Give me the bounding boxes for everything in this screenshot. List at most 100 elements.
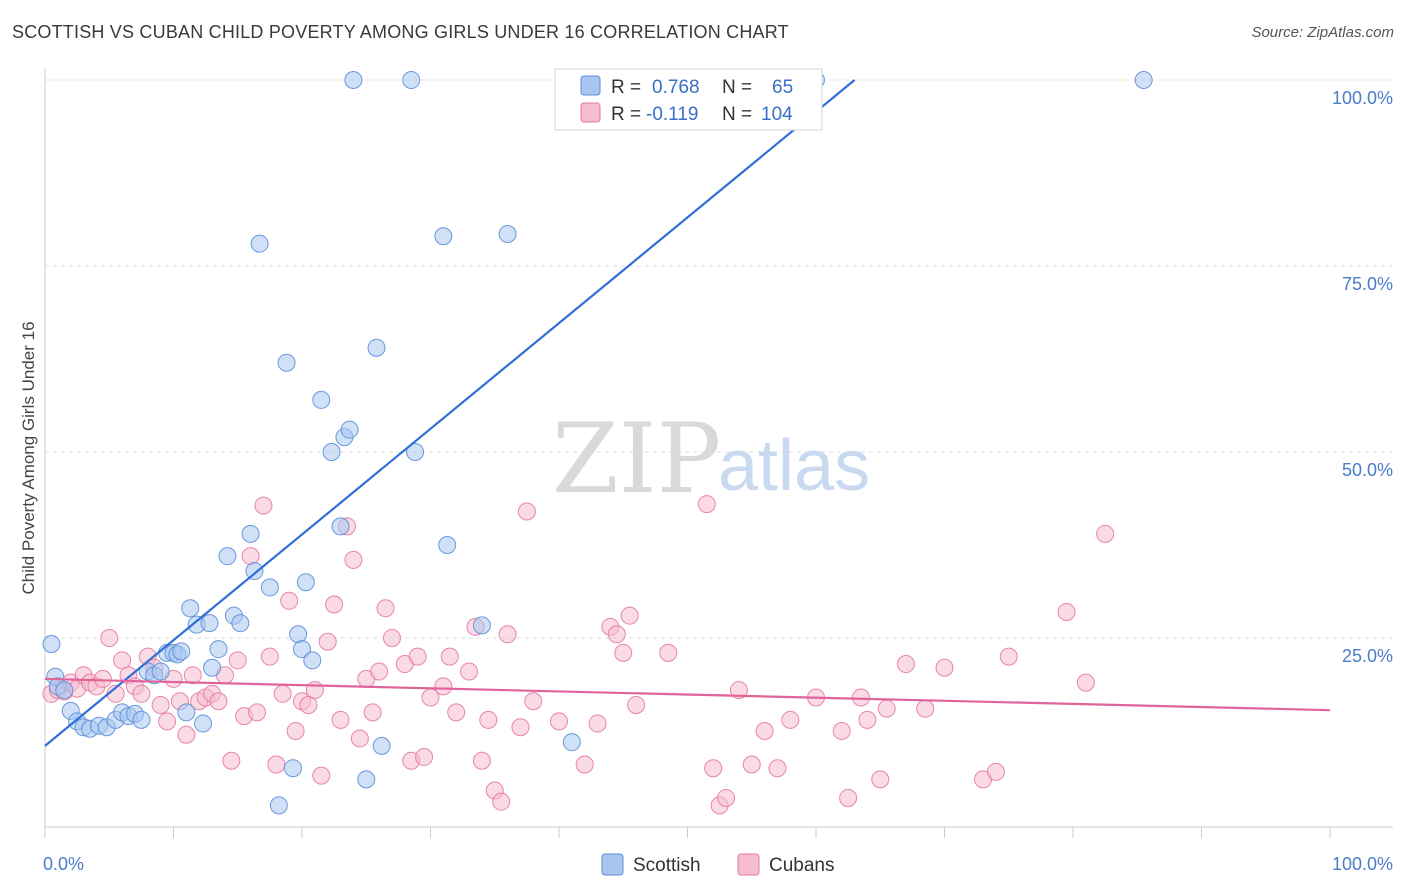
cubans-point-84 bbox=[717, 788, 736, 807]
x-tick-label-min: 0.0% bbox=[43, 854, 84, 874]
watermark-atlas: atlas bbox=[718, 426, 870, 506]
scottish-point-23 bbox=[181, 599, 200, 618]
bottom-legend-swatch-scottish bbox=[601, 853, 624, 876]
correlation-legend: R = 0.768 N = 65 R = -0.119 N = 104 bbox=[554, 68, 823, 131]
legend-n-value-scottish: 65 bbox=[772, 77, 793, 98]
cubans-point-100 bbox=[986, 762, 1005, 781]
cubans-point-57 bbox=[415, 748, 434, 767]
cubans-point-96 bbox=[896, 655, 915, 674]
scottish-point-45 bbox=[331, 517, 350, 536]
trend-lines bbox=[44, 79, 1331, 747]
cubans-point-32 bbox=[248, 703, 267, 722]
legend-n-label-cubans: N = bbox=[722, 104, 752, 125]
cubans-point-26 bbox=[209, 692, 228, 711]
cubans-point-38 bbox=[286, 722, 305, 740]
x-tick-label-max: 100.0% bbox=[1332, 854, 1393, 874]
cubans-point-98 bbox=[935, 658, 954, 677]
cubans-point-69 bbox=[511, 718, 530, 737]
cubans-point-51 bbox=[370, 662, 389, 681]
legend-swatch-scottish bbox=[580, 75, 601, 96]
cubans-point-36 bbox=[273, 684, 292, 703]
scottish-point-50 bbox=[367, 338, 386, 357]
cubans-point-67 bbox=[492, 792, 511, 811]
scottish-trend-line bbox=[44, 79, 856, 747]
cubans-point-40 bbox=[299, 695, 318, 714]
cubans-point-105 bbox=[877, 699, 896, 718]
cubans-point-35 bbox=[267, 755, 286, 774]
scottish-point-38 bbox=[284, 759, 303, 778]
bottom-legend-swatch-cubans bbox=[737, 853, 760, 876]
scottish-point-27 bbox=[203, 658, 222, 677]
cubans-point-45 bbox=[331, 710, 350, 729]
cubans-point-74 bbox=[588, 714, 607, 733]
cubans-point-86 bbox=[742, 755, 761, 774]
y-tick-label-50: 50.0% bbox=[1342, 460, 1393, 480]
y-tick-labels: 25.0% 50.0% 75.0% 100.0% bbox=[1332, 88, 1393, 666]
cubans-point-92 bbox=[839, 788, 858, 807]
scottish-point-54 bbox=[434, 227, 453, 246]
legend-n-label-scottish: N = bbox=[722, 77, 752, 98]
cubans-point-70 bbox=[517, 502, 536, 521]
cubans-point-103 bbox=[1076, 673, 1095, 692]
scottish-point-33 bbox=[245, 562, 264, 581]
cubans-point-42 bbox=[312, 766, 331, 785]
chart-title: SCOTTISH VS CUBAN CHILD POVERTY AMONG GI… bbox=[12, 22, 789, 42]
cubans-point-50 bbox=[363, 703, 382, 722]
series-cubans bbox=[42, 495, 1115, 815]
legend-r-value-scottish: 0.768 bbox=[652, 77, 700, 98]
scottish-point-52 bbox=[402, 71, 421, 89]
cubans-point-52 bbox=[376, 599, 395, 618]
scottish-point-36 bbox=[269, 796, 288, 815]
cubans-point-11 bbox=[113, 651, 132, 670]
scottish-point-47 bbox=[340, 420, 359, 439]
legend-r-value-cubans: -0.119 bbox=[646, 104, 698, 125]
legend-r-label-scottish: R = bbox=[611, 77, 641, 98]
cubans-point-72 bbox=[550, 712, 568, 731]
x-ticks bbox=[44, 827, 1331, 838]
cubans-point-48 bbox=[350, 729, 369, 748]
cubans-point-33 bbox=[254, 496, 273, 515]
cubans-point-9 bbox=[100, 629, 119, 647]
scottish-point-63 bbox=[1134, 71, 1153, 89]
bottom-legend-label-scottish: Scottish bbox=[633, 855, 701, 876]
cubans-point-73 bbox=[575, 755, 594, 774]
scottish-point-21 bbox=[172, 642, 191, 661]
cubans-point-43 bbox=[318, 632, 337, 651]
cubans-point-31 bbox=[241, 547, 260, 566]
cubans-point-95 bbox=[871, 770, 890, 789]
scottish-point-32 bbox=[241, 524, 260, 543]
cubans-point-60 bbox=[440, 647, 459, 666]
cubans-point-53 bbox=[382, 629, 401, 647]
cubans-point-104 bbox=[1096, 524, 1115, 543]
cubans-point-81 bbox=[697, 495, 716, 514]
cubans-point-8 bbox=[93, 669, 112, 688]
cubans-point-71 bbox=[524, 692, 543, 711]
cubans-point-62 bbox=[460, 662, 479, 681]
cubans-point-78 bbox=[620, 606, 639, 625]
cubans-point-61 bbox=[447, 703, 466, 722]
cubans-point-56 bbox=[408, 647, 427, 666]
scottish-point-58 bbox=[562, 733, 581, 752]
legend-swatch-cubans bbox=[580, 102, 601, 123]
cubans-trend-line bbox=[44, 677, 1331, 712]
cubans-point-21 bbox=[177, 725, 196, 744]
scottish-point-17 bbox=[151, 662, 170, 681]
cubans-point-34 bbox=[260, 647, 279, 666]
scottish-point-28 bbox=[209, 640, 228, 659]
scottish-point-40 bbox=[293, 640, 311, 659]
watermark-zip: ZIP bbox=[552, 403, 721, 515]
y-tick-label-25: 25.0% bbox=[1342, 646, 1393, 666]
cubans-point-76 bbox=[607, 625, 626, 644]
cubans-point-85 bbox=[729, 681, 748, 700]
y-tick-label-100: 100.0% bbox=[1332, 88, 1393, 108]
chart-source: Source: ZipAtlas.com bbox=[1251, 24, 1394, 41]
cubans-point-91 bbox=[832, 722, 851, 740]
cubans-point-59 bbox=[434, 677, 453, 696]
scottish-point-49 bbox=[357, 770, 376, 789]
bottom-legend-label-cubans: Cubans bbox=[769, 855, 835, 876]
scottish-point-48 bbox=[344, 71, 363, 89]
scottish-point-31 bbox=[231, 614, 250, 633]
cubans-point-44 bbox=[325, 595, 344, 614]
scottish-point-41 bbox=[296, 573, 315, 592]
